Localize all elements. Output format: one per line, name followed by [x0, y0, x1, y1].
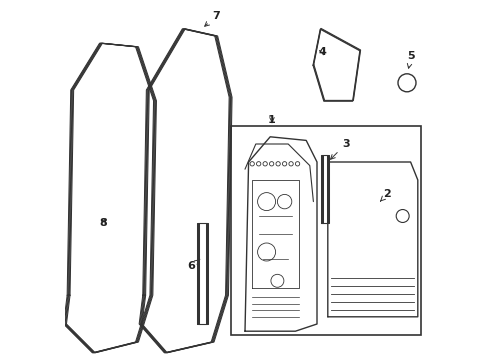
- Text: 4: 4: [318, 47, 326, 57]
- Text: 2: 2: [380, 189, 391, 201]
- Bar: [231, 126, 421, 335]
- Text: 3: 3: [331, 139, 349, 159]
- Text: 8: 8: [99, 218, 107, 228]
- Text: 5: 5: [407, 51, 415, 68]
- Text: 7: 7: [205, 11, 220, 26]
- Text: 6: 6: [187, 259, 200, 271]
- Text: 1: 1: [268, 114, 276, 125]
